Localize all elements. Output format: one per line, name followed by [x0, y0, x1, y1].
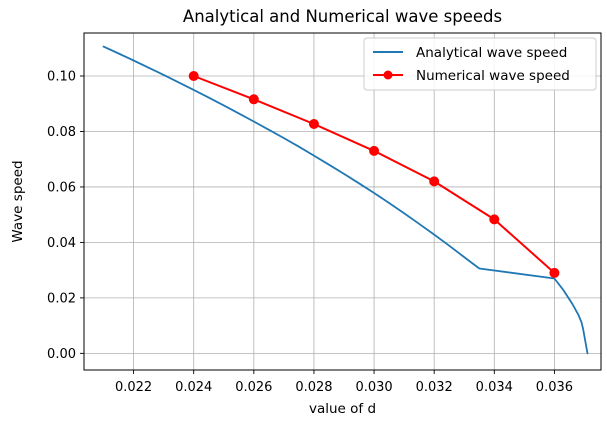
x-axis-label: value of d — [309, 401, 376, 417]
numerical-data-point — [429, 176, 440, 187]
y-tick-label: 0.08 — [47, 125, 76, 140]
numerical-data-point — [369, 145, 380, 156]
numerical-data-point — [248, 94, 259, 105]
x-tick-label: 0.026 — [235, 380, 272, 395]
y-axis-label: Wave speed — [10, 160, 26, 242]
x-tick-label: 0.034 — [476, 380, 513, 395]
y-tick-label: 0.04 — [47, 236, 76, 251]
x-tick-label: 0.030 — [355, 380, 392, 395]
plot-series — [102, 45, 589, 355]
chart-title: Analytical and Numerical wave speeds — [183, 7, 502, 26]
x-tick-label: 0.036 — [536, 380, 573, 395]
axis-ticks: 0.022 0.024 0.026 0.028 0.030 0.032 0.034 0.036… — [47, 69, 573, 395]
legend-label: Numerical wave speed — [416, 68, 570, 84]
y-tick-label: 0.06 — [47, 180, 76, 195]
numerical-data-point — [549, 267, 560, 278]
numerical-data-point — [489, 214, 500, 225]
plot-frame — [83, 32, 602, 371]
numerical-data-point — [188, 70, 199, 81]
numerical-data-point — [308, 118, 319, 129]
legend-swatch-marker — [383, 70, 393, 80]
x-tick-label: 0.024 — [175, 380, 212, 395]
x-tick-label: 0.028 — [295, 380, 332, 395]
legend-box — [363, 37, 597, 91]
y-tick-label: 0.02 — [47, 291, 76, 306]
legend-label: Analytical wave speed — [416, 45, 567, 61]
analytical-series-line — [102, 45, 589, 355]
y-tick-label: 0.00 — [47, 347, 76, 362]
x-tick-label: 0.032 — [416, 380, 453, 395]
x-tick-label: 0.022 — [115, 380, 152, 395]
y-tick-label: 0.10 — [47, 69, 76, 84]
legend: Analytical wave speed Numerical wave spee… — [363, 37, 597, 91]
